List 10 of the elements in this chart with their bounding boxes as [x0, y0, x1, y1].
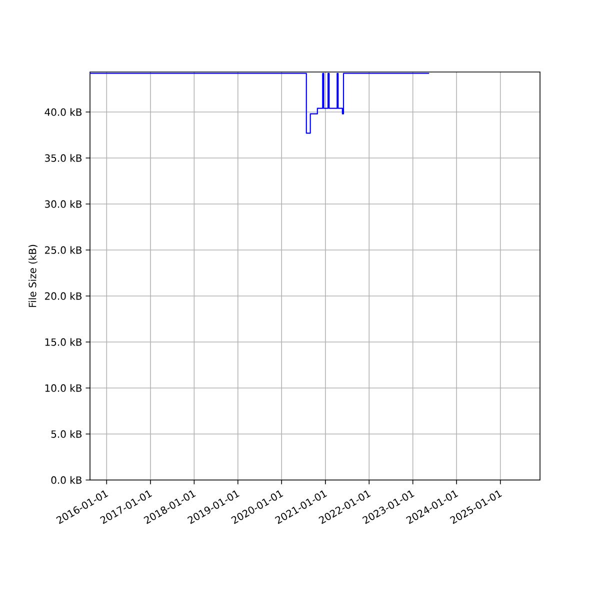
y-tick-label: 40.0 kB [44, 108, 82, 116]
y-tick-label: 10.0 kB [45, 384, 82, 392]
y-tick-label: 15.0 kB [45, 338, 82, 346]
y-tick-label: 0.0 kB [51, 476, 82, 484]
y-tick-label: 5.0 kB [51, 430, 82, 438]
y-axis-title: File Size (kB) [28, 244, 38, 307]
y-tick-label: 35.0 kB [45, 154, 82, 162]
y-tick-label: 30.0 kB [45, 200, 82, 208]
y-tick-label: 25.0 kB [45, 246, 82, 254]
y-tick-label: 20.0 kB [45, 292, 82, 300]
